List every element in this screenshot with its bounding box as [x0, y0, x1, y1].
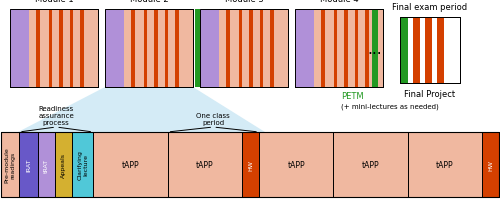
Bar	[295, 10, 314, 87]
Bar	[154, 10, 158, 87]
Text: Appeals: Appeals	[62, 152, 66, 177]
Bar	[105, 10, 124, 87]
Bar	[295, 10, 383, 87]
Bar	[400, 18, 460, 84]
Bar	[200, 10, 288, 87]
Bar	[72, 132, 94, 197]
Bar	[372, 10, 378, 87]
Bar	[270, 10, 274, 87]
Bar	[70, 10, 73, 87]
Text: HW: HW	[488, 159, 493, 170]
Bar	[437, 18, 444, 84]
Bar	[322, 10, 325, 87]
Bar	[334, 132, 407, 197]
Bar	[36, 10, 40, 87]
Bar	[355, 10, 358, 87]
Bar	[366, 10, 369, 87]
Bar	[48, 10, 52, 87]
Bar	[60, 10, 63, 87]
Bar	[105, 10, 193, 87]
Text: tRAT: tRAT	[44, 158, 49, 172]
Bar	[10, 10, 98, 87]
Text: tAPP: tAPP	[362, 160, 379, 169]
Bar	[400, 18, 460, 84]
Text: PETM: PETM	[340, 92, 363, 101]
Text: Module 4: Module 4	[320, 0, 358, 4]
Text: IRAT: IRAT	[26, 158, 31, 171]
Text: tAPP: tAPP	[196, 160, 214, 169]
Bar	[80, 10, 84, 87]
Bar	[259, 132, 334, 197]
Bar	[165, 10, 168, 87]
Bar	[1, 132, 19, 197]
Text: (+ mini-lectures as needed): (+ mini-lectures as needed)	[341, 103, 439, 109]
Bar	[238, 10, 242, 87]
Text: Module 2: Module 2	[130, 0, 168, 4]
Bar	[260, 10, 264, 87]
Bar	[226, 10, 230, 87]
Bar	[200, 10, 288, 87]
Bar	[10, 10, 29, 87]
Bar	[168, 132, 242, 197]
Bar	[1, 132, 499, 197]
Bar	[10, 10, 98, 87]
Bar	[250, 10, 253, 87]
Bar	[94, 132, 168, 197]
Bar	[295, 10, 383, 87]
Text: tAPP: tAPP	[436, 160, 454, 169]
Text: Final Project: Final Project	[404, 90, 456, 99]
Bar	[55, 132, 72, 197]
Bar	[344, 10, 348, 87]
Bar	[195, 10, 200, 87]
Text: Readiness
assurance
process: Readiness assurance process	[38, 105, 74, 125]
Bar	[482, 132, 499, 197]
Text: Clarifying
lecture: Clarifying lecture	[78, 150, 88, 180]
Bar	[425, 18, 432, 84]
Text: ...: ...	[368, 42, 382, 57]
Text: Module 3: Module 3	[224, 0, 264, 4]
Bar	[144, 10, 147, 87]
Text: Module 1: Module 1	[34, 0, 74, 4]
Bar	[132, 10, 135, 87]
Text: Pre-module
readings: Pre-module readings	[4, 147, 16, 182]
Bar	[200, 10, 220, 87]
Text: One class
period: One class period	[196, 113, 230, 125]
Bar	[105, 10, 193, 87]
Bar	[413, 18, 420, 84]
Text: HW: HW	[248, 159, 253, 170]
Polygon shape	[18, 87, 265, 132]
Bar	[408, 132, 482, 197]
Bar	[19, 132, 38, 197]
Bar	[38, 132, 55, 197]
Text: Final exam period: Final exam period	[392, 3, 468, 12]
Bar	[400, 18, 408, 84]
Bar	[334, 10, 337, 87]
Bar	[176, 10, 179, 87]
Text: tAPP: tAPP	[288, 160, 305, 169]
Text: tAPP: tAPP	[122, 160, 139, 169]
Bar	[242, 132, 259, 197]
